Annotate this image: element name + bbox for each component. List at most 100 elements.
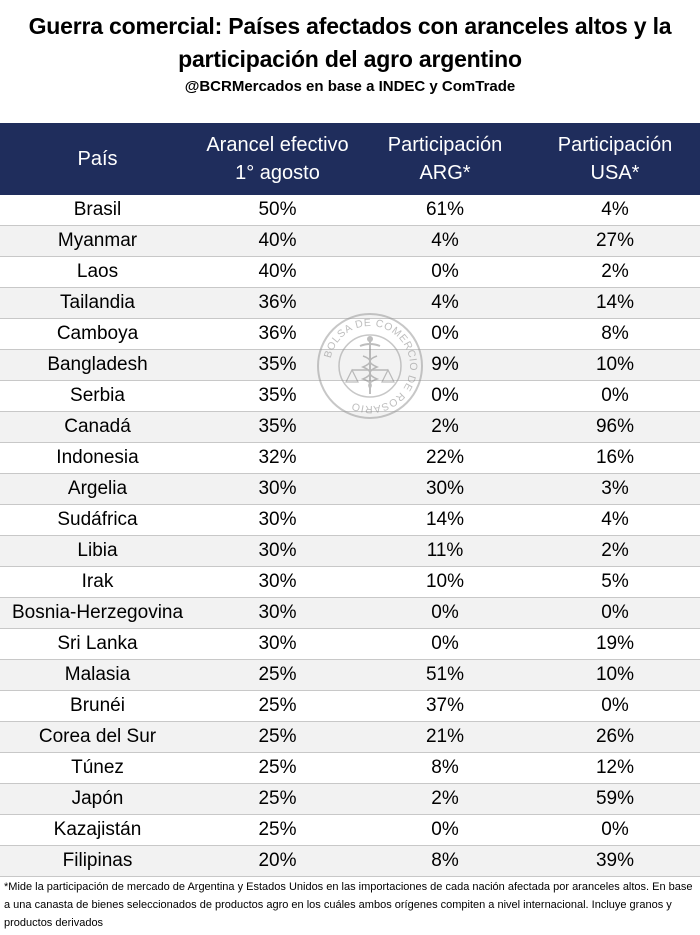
country-cell: Kazajistán (0, 814, 195, 846)
country-cell: Libia (0, 535, 195, 567)
usa-share-cell: 0% (530, 690, 700, 722)
country-cell: Argelia (0, 473, 195, 505)
table-row: Bosnia-Herzegovina 30% 0% 0% (0, 597, 700, 629)
arg-share-cell: 0% (360, 380, 530, 412)
tariff-cell: 30% (195, 597, 360, 629)
arg-share-cell: 4% (360, 225, 530, 257)
table-row: Argelia 30% 30% 3% (0, 473, 700, 505)
country-cell: Myanmar (0, 225, 195, 257)
tariff-cell: 40% (195, 256, 360, 288)
column-header-line: 1° agosto (235, 162, 320, 184)
table-row: Malasia 25% 51% 10% (0, 659, 700, 691)
column-header-line: ARG* (419, 162, 471, 184)
tariff-cell: 35% (195, 411, 360, 443)
arg-share-cell: 8% (360, 752, 530, 784)
table-body: Brasil 50% 61% 4% Myanmar 40% 4% 27% Laos 40% 0% 2%… (0, 195, 700, 877)
arg-share-cell: 0% (360, 628, 530, 660)
arg-share-cell: 0% (360, 597, 530, 629)
tariff-cell: 36% (195, 287, 360, 319)
table-row: Libia 30% 11% 2% (0, 535, 700, 567)
country-cell: Brunéi (0, 690, 195, 722)
arg-share-cell: 8% (360, 845, 530, 877)
column-header-line: Participación (387, 134, 503, 156)
arg-share-cell: 51% (360, 659, 530, 691)
table-row: Filipinas 20% 8% 39% (0, 845, 700, 877)
column-header-arancel: Arancel efectivo 1° agosto (195, 123, 360, 195)
country-cell: Japón (0, 783, 195, 815)
arg-share-cell: 61% (360, 195, 530, 226)
usa-share-cell: 26% (530, 721, 700, 753)
column-header-part-usa: Participación USA* (530, 123, 700, 195)
tariff-table: País Arancel efectivo 1° agosto Participaci… (0, 123, 700, 877)
tariff-cell: 25% (195, 783, 360, 815)
usa-share-cell: 3% (530, 473, 700, 505)
table-row: Myanmar 40% 4% 27% (0, 225, 700, 257)
arg-share-cell: 21% (360, 721, 530, 753)
country-cell: Sudáfrica (0, 504, 195, 536)
usa-share-cell: 10% (530, 659, 700, 691)
tariff-cell: 30% (195, 628, 360, 660)
arg-share-cell: 30% (360, 473, 530, 505)
arg-share-cell: 2% (360, 783, 530, 815)
tariff-cell: 25% (195, 690, 360, 722)
usa-share-cell: 10% (530, 349, 700, 381)
tariff-cell: 35% (195, 349, 360, 381)
page-subtitle: @BCRMercados en base a INDEC y ComTrade (184, 78, 516, 95)
table-row: Bangladesh 35% 9% 10% (0, 349, 700, 381)
table-row: Brasil 50% 61% 4% (0, 195, 700, 226)
usa-share-cell: 14% (530, 287, 700, 319)
table-row: Kazajistán 25% 0% 0% (0, 814, 700, 846)
tariff-cell: 25% (195, 814, 360, 846)
arg-share-cell: 2% (360, 411, 530, 443)
country-cell: Sri Lanka (0, 628, 195, 660)
usa-share-cell: 2% (530, 256, 700, 288)
usa-share-cell: 16% (530, 442, 700, 474)
table-row: Brunéi 25% 37% 0% (0, 690, 700, 722)
country-cell: Malasia (0, 659, 195, 691)
arg-share-cell: 4% (360, 287, 530, 319)
arg-share-cell: 14% (360, 504, 530, 536)
tariff-cell: 30% (195, 535, 360, 567)
page-title: Guerra comercial: Países afectados con a… (28, 13, 672, 72)
arg-share-cell: 0% (360, 256, 530, 288)
arg-share-cell: 22% (360, 442, 530, 474)
arg-share-cell: 9% (360, 349, 530, 381)
tariff-cell: 25% (195, 752, 360, 784)
column-header-line: Participación (557, 134, 673, 156)
usa-share-cell: 5% (530, 566, 700, 598)
arg-share-cell: 10% (360, 566, 530, 598)
country-cell: Serbia (0, 380, 195, 412)
usa-share-cell: 19% (530, 628, 700, 660)
usa-share-cell: 4% (530, 195, 700, 226)
tariff-cell: 20% (195, 845, 360, 877)
header: Guerra comercial: Países afectados con a… (0, 0, 700, 98)
usa-share-cell: 12% (530, 752, 700, 784)
tariff-cell: 25% (195, 659, 360, 691)
table-row: Sudáfrica 30% 14% 4% (0, 504, 700, 536)
column-header-part-arg: Participación ARG* (360, 123, 530, 195)
usa-share-cell: 59% (530, 783, 700, 815)
column-header-line: Arancel efectivo (206, 134, 349, 156)
country-cell: Laos (0, 256, 195, 288)
table-row: Túnez 25% 8% 12% (0, 752, 700, 784)
table-row: Sri Lanka 30% 0% 19% (0, 628, 700, 660)
table-header: País Arancel efectivo 1° agosto Participaci… (0, 123, 700, 195)
usa-share-cell: 39% (530, 845, 700, 877)
table-row: Indonesia 32% 22% 16% (0, 442, 700, 474)
tariff-cell: 32% (195, 442, 360, 474)
country-cell: Canadá (0, 411, 195, 443)
country-cell: Irak (0, 566, 195, 598)
table-row: Laos 40% 0% 2% (0, 256, 700, 288)
tariff-cell: 30% (195, 566, 360, 598)
country-cell: Camboya (0, 318, 195, 350)
tariff-cell: 36% (195, 318, 360, 350)
country-cell: Bangladesh (0, 349, 195, 381)
tariff-cell: 40% (195, 225, 360, 257)
table-row: Irak 30% 10% 5% (0, 566, 700, 598)
usa-share-cell: 0% (530, 597, 700, 629)
usa-share-cell: 0% (530, 380, 700, 412)
arg-share-cell: 0% (360, 814, 530, 846)
usa-share-cell: 2% (530, 535, 700, 567)
tariff-cell: 35% (195, 380, 360, 412)
usa-share-cell: 8% (530, 318, 700, 350)
